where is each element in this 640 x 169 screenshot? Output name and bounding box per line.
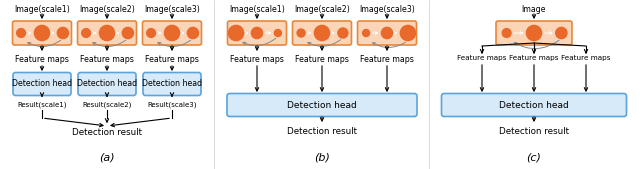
Circle shape — [35, 25, 50, 41]
Text: Detection result: Detection result — [287, 127, 357, 136]
Circle shape — [297, 29, 305, 37]
Text: Detection head: Detection head — [499, 101, 569, 110]
Text: Feature maps: Feature maps — [80, 55, 134, 64]
Text: Image(scale2): Image(scale2) — [79, 5, 135, 14]
Text: Feature maps: Feature maps — [15, 55, 69, 64]
Text: Result(scale2): Result(scale2) — [83, 101, 132, 107]
Text: Image(scale1): Image(scale1) — [229, 5, 285, 14]
Circle shape — [58, 27, 68, 39]
Circle shape — [381, 27, 392, 39]
Circle shape — [82, 29, 90, 37]
FancyBboxPatch shape — [13, 73, 71, 95]
Circle shape — [122, 27, 134, 39]
Text: Image(scale1): Image(scale1) — [14, 5, 70, 14]
Circle shape — [526, 25, 541, 41]
Circle shape — [99, 25, 115, 41]
Text: Detection head: Detection head — [77, 79, 137, 89]
Circle shape — [228, 25, 244, 41]
FancyBboxPatch shape — [292, 21, 351, 45]
Text: Image(scale2): Image(scale2) — [294, 5, 350, 14]
Circle shape — [363, 30, 370, 37]
Text: Result(scale1): Result(scale1) — [17, 101, 67, 107]
Text: Feature maps: Feature maps — [360, 55, 414, 64]
FancyBboxPatch shape — [143, 21, 202, 45]
Text: Detection head: Detection head — [142, 79, 202, 89]
Text: Detection result: Detection result — [72, 128, 142, 137]
FancyBboxPatch shape — [13, 21, 72, 45]
Text: Image(scale3): Image(scale3) — [144, 5, 200, 14]
FancyBboxPatch shape — [227, 21, 287, 45]
Circle shape — [188, 27, 198, 39]
FancyBboxPatch shape — [227, 93, 417, 116]
Circle shape — [502, 29, 511, 37]
Text: (c): (c) — [527, 152, 541, 162]
FancyBboxPatch shape — [358, 21, 417, 45]
FancyBboxPatch shape — [496, 21, 572, 45]
Circle shape — [275, 30, 282, 37]
Text: Feature maps: Feature maps — [145, 55, 199, 64]
Circle shape — [338, 28, 348, 38]
FancyBboxPatch shape — [77, 21, 136, 45]
Circle shape — [147, 29, 156, 37]
FancyBboxPatch shape — [143, 73, 201, 95]
Text: Feature maps: Feature maps — [457, 55, 507, 61]
Text: Detection result: Detection result — [499, 127, 569, 136]
Text: Image: Image — [522, 5, 547, 14]
Text: (a): (a) — [99, 153, 115, 163]
Text: Feature maps: Feature maps — [561, 55, 611, 61]
Text: Feature maps: Feature maps — [509, 55, 559, 61]
Circle shape — [164, 25, 180, 41]
Text: Detection head: Detection head — [12, 79, 72, 89]
Text: Result(scale3): Result(scale3) — [147, 101, 196, 107]
Text: Image(scale3): Image(scale3) — [359, 5, 415, 14]
Text: Detection head: Detection head — [287, 101, 357, 110]
Circle shape — [556, 27, 567, 39]
Circle shape — [17, 29, 26, 37]
Text: (b): (b) — [314, 152, 330, 162]
Circle shape — [252, 27, 262, 39]
FancyBboxPatch shape — [442, 93, 627, 116]
Circle shape — [400, 25, 415, 41]
FancyBboxPatch shape — [78, 73, 136, 95]
Circle shape — [314, 25, 330, 41]
Text: Feature maps: Feature maps — [230, 55, 284, 64]
Text: Feature maps: Feature maps — [295, 55, 349, 64]
